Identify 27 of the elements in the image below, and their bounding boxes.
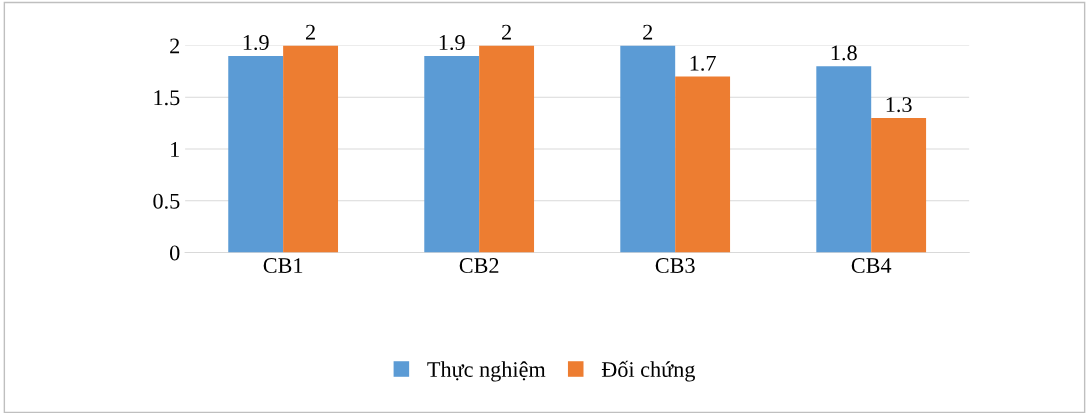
data-label: 1.7 <box>690 55 716 71</box>
data-label: 1.9 <box>243 35 269 51</box>
data-label: 1.8 <box>831 45 857 61</box>
x-tick-label: CB2 <box>459 258 499 274</box>
bar <box>675 76 731 253</box>
data-label: 1.9 <box>439 35 465 51</box>
bar <box>228 55 284 253</box>
y-tick-label: 2 <box>170 38 180 54</box>
bar <box>283 45 339 253</box>
bar <box>871 117 927 253</box>
data-label: 2 <box>643 24 653 40</box>
bar <box>424 55 480 253</box>
data-label: 2 <box>306 24 315 40</box>
x-tick-label: CB1 <box>263 258 303 274</box>
bar <box>816 66 872 253</box>
y-tick-label: 0.5 <box>153 193 180 209</box>
x-tick-label: CB3 <box>655 258 695 274</box>
y-tick-label: 1.5 <box>154 90 180 106</box>
y-tick-label: 1 <box>171 142 179 157</box>
data-label: 1.3 <box>886 97 912 113</box>
bar <box>620 45 676 253</box>
legend-label: Thực nghiệm <box>427 361 546 382</box>
x-tick-label: CB4 <box>851 258 892 274</box>
bar <box>479 45 535 253</box>
y-tick-label: 0 <box>170 245 180 261</box>
legend-label: Đối chứng <box>601 360 695 382</box>
data-label: 2 <box>502 24 511 40</box>
